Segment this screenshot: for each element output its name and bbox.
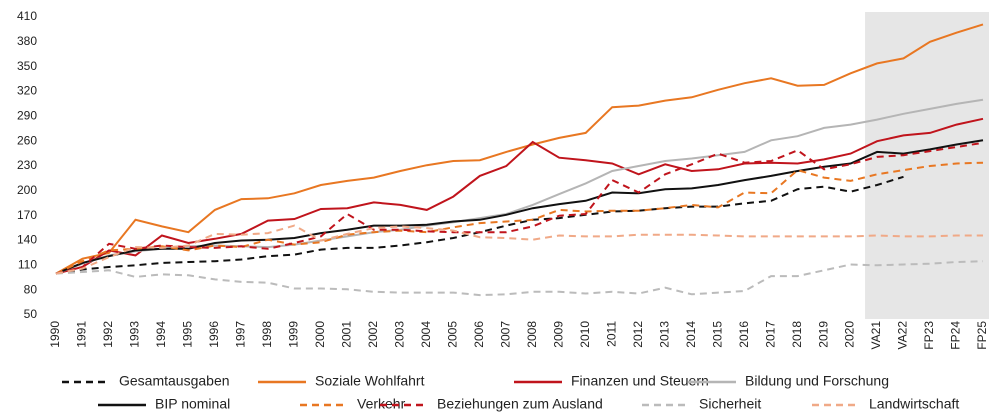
y-tick-label: 410: [17, 9, 37, 23]
y-tick-label: 80: [24, 282, 38, 296]
legend-label: Bildung und Forschung: [745, 373, 889, 389]
forecast-shade: [865, 12, 989, 319]
x-tick-label: 2004: [419, 321, 433, 348]
series-line: [55, 117, 984, 275]
x-tick-label: 2012: [631, 321, 645, 348]
legend-label: Gesamtausgaben: [119, 373, 230, 389]
x-tick-label: 2009: [551, 321, 565, 348]
x-tick-label: 2014: [684, 321, 698, 348]
x-tick-label: 1998: [260, 321, 274, 348]
x-tick-label: 1999: [287, 321, 301, 348]
x-tick-label: 1990: [48, 321, 62, 348]
y-tick-label: 110: [18, 258, 37, 272]
x-tick-label: 2015: [710, 321, 724, 348]
y-tick-label: 170: [17, 208, 37, 222]
x-tick-label: 2008: [525, 321, 539, 348]
x-tick-label: 1997: [234, 321, 248, 348]
x-tick-label: 1991: [75, 321, 89, 348]
x-tick-label: 2018: [790, 321, 804, 348]
x-tick-label: 1993: [128, 321, 142, 348]
y-tick-label: 320: [17, 84, 37, 98]
x-tick-label: 1995: [181, 321, 195, 348]
y-tick-label: 260: [17, 133, 37, 147]
x-tick-label: 2001: [340, 321, 354, 348]
legend-label: Landwirtschaft: [869, 396, 959, 412]
x-tick-label: 2005: [445, 321, 459, 348]
y-tick-label: 200: [17, 183, 37, 197]
x-tick-label: 2002: [366, 321, 380, 348]
x-tick-label: 2017: [763, 321, 777, 348]
x-tick-label: VA22: [896, 321, 910, 350]
x-tick-label: 1992: [101, 321, 115, 348]
x-tick-label: FP23: [922, 321, 936, 350]
y-tick-label: 50: [24, 307, 38, 321]
legend-label: Finanzen und Steuern: [571, 373, 709, 389]
legend-label: Sicherheit: [699, 396, 761, 412]
series-line: [55, 224, 983, 275]
series-line: [55, 139, 984, 275]
x-tick-label: 1996: [207, 321, 221, 348]
x-tick-label: FP25: [975, 321, 989, 350]
x-tick-label: 2016: [737, 321, 751, 348]
y-tick-label: 380: [17, 34, 37, 48]
series-line: [55, 161, 984, 275]
x-tick-label: 2019: [816, 321, 830, 348]
y-tick-label: 350: [17, 59, 37, 73]
series-line: [55, 175, 904, 275]
x-tick-label: 2006: [472, 321, 486, 348]
x-tick-label: VA21: [869, 321, 883, 350]
legend-label: Soziale Wohlfahrt: [315, 373, 425, 389]
series-line: [55, 260, 984, 297]
x-tick-label: 2007: [498, 321, 512, 348]
y-tick-label: 230: [17, 158, 37, 172]
series-line: [55, 23, 984, 275]
x-tick-label: 2020: [843, 321, 857, 348]
x-tick-label: 1994: [154, 321, 168, 348]
x-tick-label: 2011: [604, 321, 618, 347]
legend-label: Verkehr: [357, 396, 406, 412]
legend-label: Beziehungen zum Ausland: [437, 396, 603, 412]
x-tick-label: 2010: [578, 321, 592, 348]
x-tick-label: 2003: [392, 321, 406, 348]
y-tick-label: 290: [17, 109, 37, 123]
x-tick-label: 2013: [657, 321, 671, 348]
series-line: [55, 141, 984, 275]
x-tick-label: FP24: [949, 321, 963, 350]
legend-label: BIP nominal: [155, 396, 230, 412]
y-tick-label: 140: [17, 233, 37, 247]
x-tick-label: 2000: [313, 321, 327, 348]
